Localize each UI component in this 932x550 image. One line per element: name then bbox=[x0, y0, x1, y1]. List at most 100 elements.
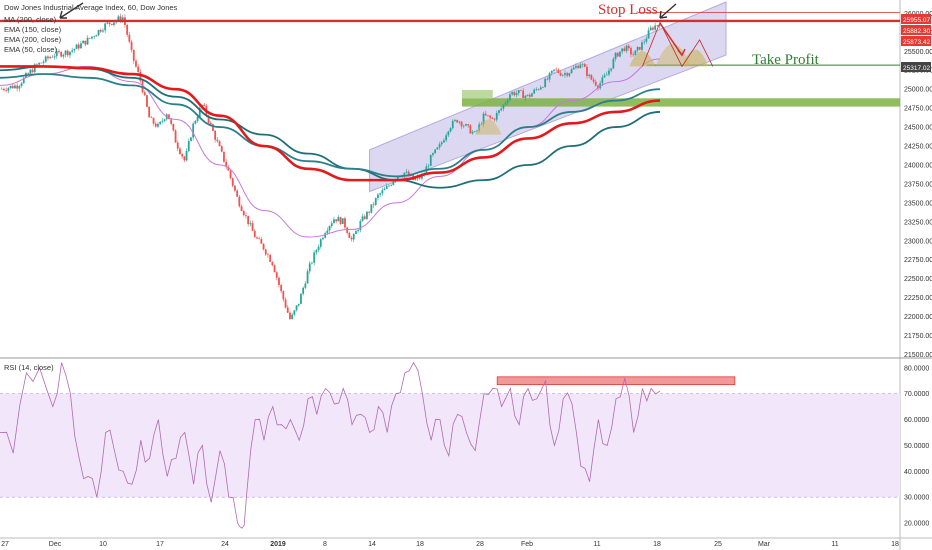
candle-body bbox=[293, 310, 296, 315]
candle-body bbox=[456, 119, 459, 123]
candle-body bbox=[154, 123, 157, 127]
candle-body bbox=[550, 70, 553, 74]
down-arrow bbox=[659, 22, 683, 56]
candle-body bbox=[119, 16, 122, 21]
candle-body bbox=[337, 217, 340, 222]
candle-body bbox=[366, 211, 368, 219]
candle-body bbox=[137, 66, 140, 72]
candle-body bbox=[264, 249, 267, 255]
candle-body bbox=[385, 186, 388, 189]
candle-body bbox=[504, 102, 507, 105]
candle-body bbox=[522, 90, 525, 98]
candle-body bbox=[40, 62, 43, 64]
price-tick-label: 23000.00 bbox=[904, 238, 932, 245]
price-tag-4: 25317.02 bbox=[901, 62, 931, 72]
price-tag-2: 25882.30 bbox=[901, 25, 931, 35]
candle-body bbox=[555, 69, 558, 71]
time-tick-label: Feb bbox=[521, 541, 533, 548]
support-zone bbox=[462, 98, 900, 107]
candle-body bbox=[339, 217, 342, 224]
candle-body bbox=[403, 172, 406, 177]
candle-body bbox=[357, 230, 360, 232]
candle-body bbox=[383, 188, 386, 191]
candle-body bbox=[443, 140, 445, 143]
candle-body bbox=[73, 48, 76, 51]
legend-ema150: EMA (150, close) bbox=[4, 25, 62, 34]
candle-body bbox=[159, 121, 162, 124]
time-tick-label: 17 bbox=[156, 541, 164, 548]
candle-body bbox=[361, 216, 364, 222]
candle-body bbox=[515, 93, 518, 96]
candle-body bbox=[278, 277, 280, 286]
candle-body bbox=[588, 74, 591, 76]
candle-body bbox=[179, 148, 181, 154]
candle-body bbox=[656, 25, 659, 26]
rsi-tick-label: 30.0000 bbox=[904, 495, 929, 502]
candle-body bbox=[445, 135, 448, 141]
take-profit-label: Take Profit bbox=[752, 52, 820, 68]
candle-body bbox=[462, 125, 465, 127]
candle-body bbox=[454, 119, 456, 121]
candle-body bbox=[467, 124, 470, 126]
candle-body bbox=[434, 149, 437, 154]
candle-body bbox=[418, 176, 421, 179]
candle-body bbox=[460, 121, 463, 127]
candle-body bbox=[214, 130, 217, 140]
time-tick-label: Mar bbox=[758, 541, 771, 548]
candle-body bbox=[236, 190, 239, 197]
price-tick-label: 23500.00 bbox=[904, 200, 932, 207]
candle-body bbox=[38, 62, 41, 65]
candle-body bbox=[592, 79, 595, 82]
candle-body bbox=[447, 131, 450, 136]
candle-body bbox=[33, 64, 36, 73]
candle-body bbox=[352, 233, 355, 240]
rsi-tick-label: 70.0000 bbox=[904, 391, 929, 398]
candle-body bbox=[148, 106, 151, 118]
candle-body bbox=[49, 57, 52, 59]
candle-body bbox=[559, 72, 562, 76]
candle-body bbox=[209, 122, 212, 125]
candle-body bbox=[363, 216, 366, 219]
candle-body bbox=[645, 38, 648, 42]
rsi-tick-label: 80.0000 bbox=[904, 365, 929, 372]
candle-body bbox=[82, 40, 85, 44]
candle-body bbox=[110, 23, 113, 25]
candle-body bbox=[196, 117, 199, 122]
candle-body bbox=[579, 64, 582, 69]
candle-body bbox=[104, 23, 107, 31]
candle-body bbox=[568, 73, 571, 76]
candle-body bbox=[258, 238, 261, 240]
candle-body bbox=[187, 141, 190, 151]
candle-body bbox=[498, 110, 500, 113]
candle-body bbox=[432, 153, 434, 156]
candle-body bbox=[502, 104, 505, 109]
candle-body bbox=[135, 60, 137, 67]
candle-body bbox=[27, 73, 30, 74]
candle-body bbox=[326, 230, 329, 234]
price-tag-1: 25955.07 bbox=[901, 14, 931, 24]
candle-body bbox=[212, 124, 214, 131]
candle-body bbox=[623, 48, 626, 51]
candle-body bbox=[174, 130, 177, 143]
candle-body bbox=[249, 223, 252, 225]
time-tick-label: 8 bbox=[323, 541, 327, 548]
legend-ema200: EMA (200, close) bbox=[4, 35, 62, 44]
candle-body bbox=[407, 171, 410, 176]
price-tick-label: 24750.00 bbox=[904, 106, 932, 113]
candle-body bbox=[405, 171, 408, 173]
price-tick-label: 22000.00 bbox=[904, 314, 932, 321]
candle-body bbox=[260, 239, 263, 244]
trend-channel bbox=[369, 1, 727, 193]
price-tag-3-text: 25873.42 bbox=[903, 39, 930, 46]
candle-body bbox=[649, 27, 652, 31]
candle-body bbox=[253, 230, 256, 238]
candle-body bbox=[535, 89, 538, 90]
price-tag-1-text: 25955.07 bbox=[903, 17, 930, 24]
candle-body bbox=[271, 261, 274, 266]
candle-body bbox=[392, 181, 395, 185]
chart-title: Dow Jones Industrial Average Index, 60, … bbox=[4, 3, 178, 12]
candle-body bbox=[44, 56, 47, 62]
time-tick-label: 18 bbox=[653, 541, 661, 548]
candle-body bbox=[97, 29, 100, 36]
